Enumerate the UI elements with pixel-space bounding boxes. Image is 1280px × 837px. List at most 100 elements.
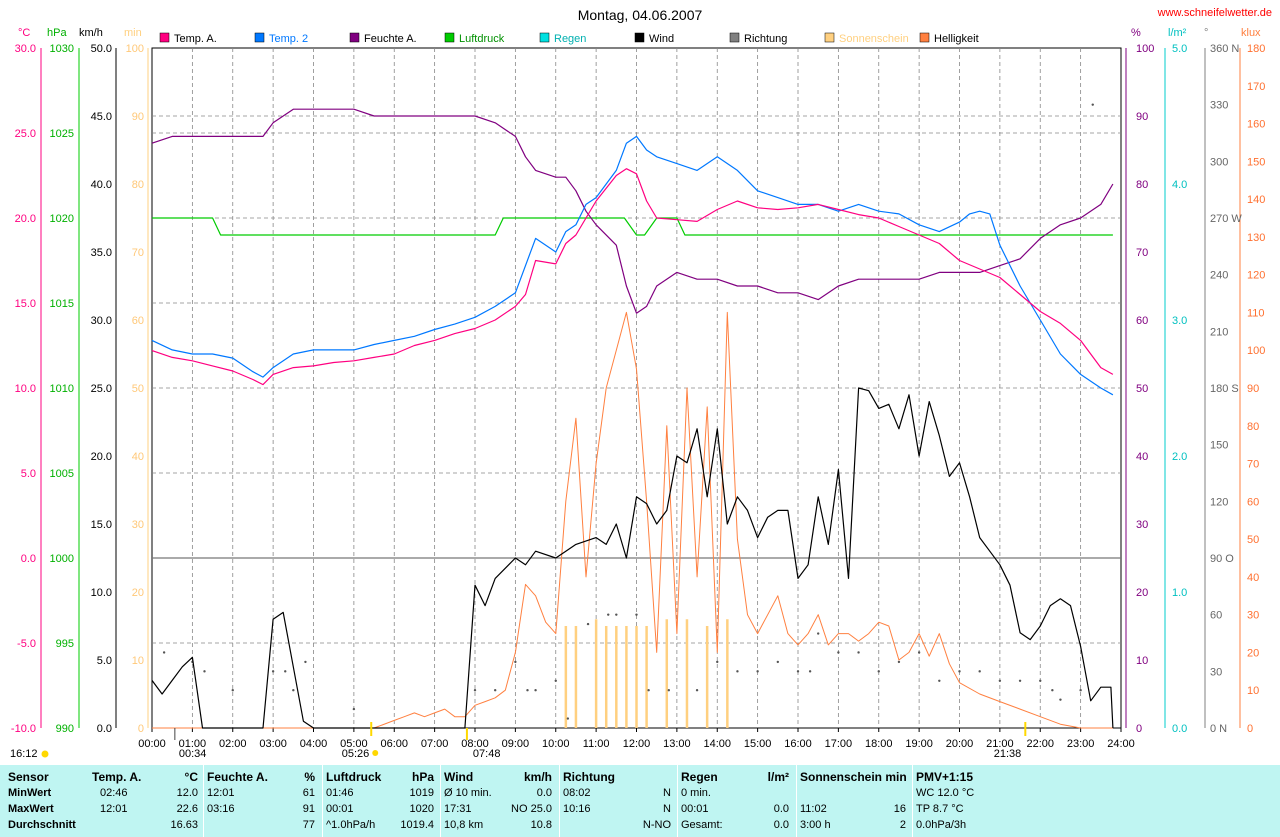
direction-point xyxy=(917,651,921,654)
klux-tick: 80 xyxy=(1247,421,1259,433)
klux-tick: 30 xyxy=(1247,610,1259,622)
pressure-tick: 1025 xyxy=(50,128,74,140)
direction-point xyxy=(271,670,275,673)
axis-title-left3: km/h xyxy=(79,27,103,39)
summary-row: 77 xyxy=(207,817,319,833)
moonset-time: 00:34 xyxy=(179,748,207,760)
legend-swatch xyxy=(539,32,550,43)
pressure-tick: 1015 xyxy=(50,298,74,310)
legend-swatch xyxy=(729,32,740,43)
humidity-tick: 40 xyxy=(1136,451,1148,463)
column-separator xyxy=(796,765,797,837)
time-tick: 07:00 xyxy=(421,738,449,750)
summary-unit: km/h xyxy=(523,770,552,784)
sun-tick: 10 xyxy=(132,655,144,667)
time-tick: 06:00 xyxy=(380,738,408,750)
row-label-text: MinWert xyxy=(8,787,52,799)
pressure-tick: 1005 xyxy=(50,468,74,480)
summary-min: 1019 xyxy=(409,787,434,799)
klux-tick: 70 xyxy=(1247,459,1259,471)
summary-header-label: Regen xyxy=(681,770,718,784)
row-label: MinWert xyxy=(8,785,88,801)
sun-tick: 60 xyxy=(132,315,144,327)
summary-header: Feuchte A.% xyxy=(207,769,319,785)
axis-title-right2: l/m² xyxy=(1168,27,1187,39)
direction-tick: 270 W xyxy=(1210,213,1242,225)
axis-title-right3: ° xyxy=(1204,27,1208,39)
summary-col-4: Richtung 08:02 N 10:16 N N-NO xyxy=(563,769,675,833)
direction-point xyxy=(607,613,610,616)
klux-tick: 100 xyxy=(1247,345,1265,357)
direction-point xyxy=(1039,679,1042,682)
time-tick: 03:00 xyxy=(259,738,287,750)
direction-point xyxy=(857,651,860,654)
temp2-line xyxy=(151,135,1114,396)
summary-row: 12:01 61 xyxy=(207,785,319,801)
direction-point xyxy=(808,670,812,673)
temp-tick: -5.0 xyxy=(17,638,36,650)
legend-swatch xyxy=(349,32,360,43)
wind-line xyxy=(151,387,1114,729)
row-label-text: Durchschnitt xyxy=(8,819,76,831)
direction-tick: 210 xyxy=(1210,326,1228,338)
summary-header: Wind km/h xyxy=(444,769,556,785)
time-tick: 09:00 xyxy=(502,738,530,750)
sunrise-time: 05:26 xyxy=(342,748,370,760)
summary-header: Temp. A. °C xyxy=(92,769,202,785)
summary-max: 1020 xyxy=(409,803,434,815)
axes: °C hPa km/h min% l/m² ° klux 30.0 25.0 20.0 15.0 10… xyxy=(11,27,1265,750)
column-separator xyxy=(203,765,204,837)
direction-tick: 0 N xyxy=(1210,723,1227,735)
summary-row xyxy=(800,785,910,801)
direction-point xyxy=(635,613,638,616)
summary-max_time: 10:16 xyxy=(563,803,591,815)
time-tick: 02:00 xyxy=(219,738,247,750)
direction-point xyxy=(1018,679,1022,682)
direction-point xyxy=(647,689,650,692)
direction-point xyxy=(837,651,840,654)
summary-min_time: 02:46 xyxy=(100,787,128,799)
summary-header: Luftdruck hPa xyxy=(326,769,438,785)
summary-col-0: Temp. A. °C 02:46 12.0 12:01 22.6 16.63 xyxy=(92,769,202,833)
direction-point xyxy=(526,689,529,692)
axis-title-left4: min xyxy=(124,27,142,39)
klux-tick: 10 xyxy=(1247,685,1259,697)
klux-tick: 50 xyxy=(1247,534,1259,546)
direction-point xyxy=(534,689,537,692)
row-label-text: Sensor xyxy=(8,770,49,784)
pressure-line xyxy=(152,217,1113,236)
humidity-tick: 80 xyxy=(1136,179,1148,191)
legend-label: Helligkeit xyxy=(934,33,979,45)
site-link[interactable]: www.schneifelwetter.de xyxy=(1157,7,1272,19)
axis-title-left2: hPa xyxy=(47,27,67,39)
time-tick: 08:00 xyxy=(461,738,489,750)
summary-row: 03:16 91 xyxy=(207,801,319,817)
summary-col-3: Wind km/h Ø 10 min. 0.0 17:31 NO 25.0 10,8 km 1… xyxy=(444,769,556,833)
wind-tick: 25.0 xyxy=(91,383,112,395)
legend-label: Wind xyxy=(649,33,674,45)
humidity-line xyxy=(151,108,1114,314)
time-tick: 23:00 xyxy=(1067,738,1095,750)
time-tick: 16:00 xyxy=(784,738,812,750)
direction-point xyxy=(493,689,497,692)
summary-max: 16 xyxy=(893,803,906,815)
direction-point xyxy=(586,622,590,626)
legend-swatch xyxy=(634,32,645,43)
column-separator xyxy=(559,765,560,837)
humidity-tick: 0 xyxy=(1136,723,1142,735)
klux-tick: 60 xyxy=(1247,496,1259,508)
sun-tick: 90 xyxy=(132,111,144,123)
legend-swatch xyxy=(919,32,930,43)
row-label: Sensor xyxy=(8,769,88,785)
legend-swatch xyxy=(254,32,265,43)
time-tick: 21:00 xyxy=(986,738,1014,750)
temp-tick: 0.0 xyxy=(21,553,36,565)
summary-avg: 1019.4 xyxy=(400,819,434,831)
time-tick: 18:00 xyxy=(865,738,893,750)
summary-avg: 77 xyxy=(302,819,315,831)
legend-label: Feuchte A. xyxy=(364,33,417,45)
summary-header: Richtung xyxy=(563,769,675,785)
plot-area xyxy=(151,103,1114,729)
sun-tick: 100 xyxy=(126,43,144,55)
pressure-tick: 1000 xyxy=(50,553,74,565)
